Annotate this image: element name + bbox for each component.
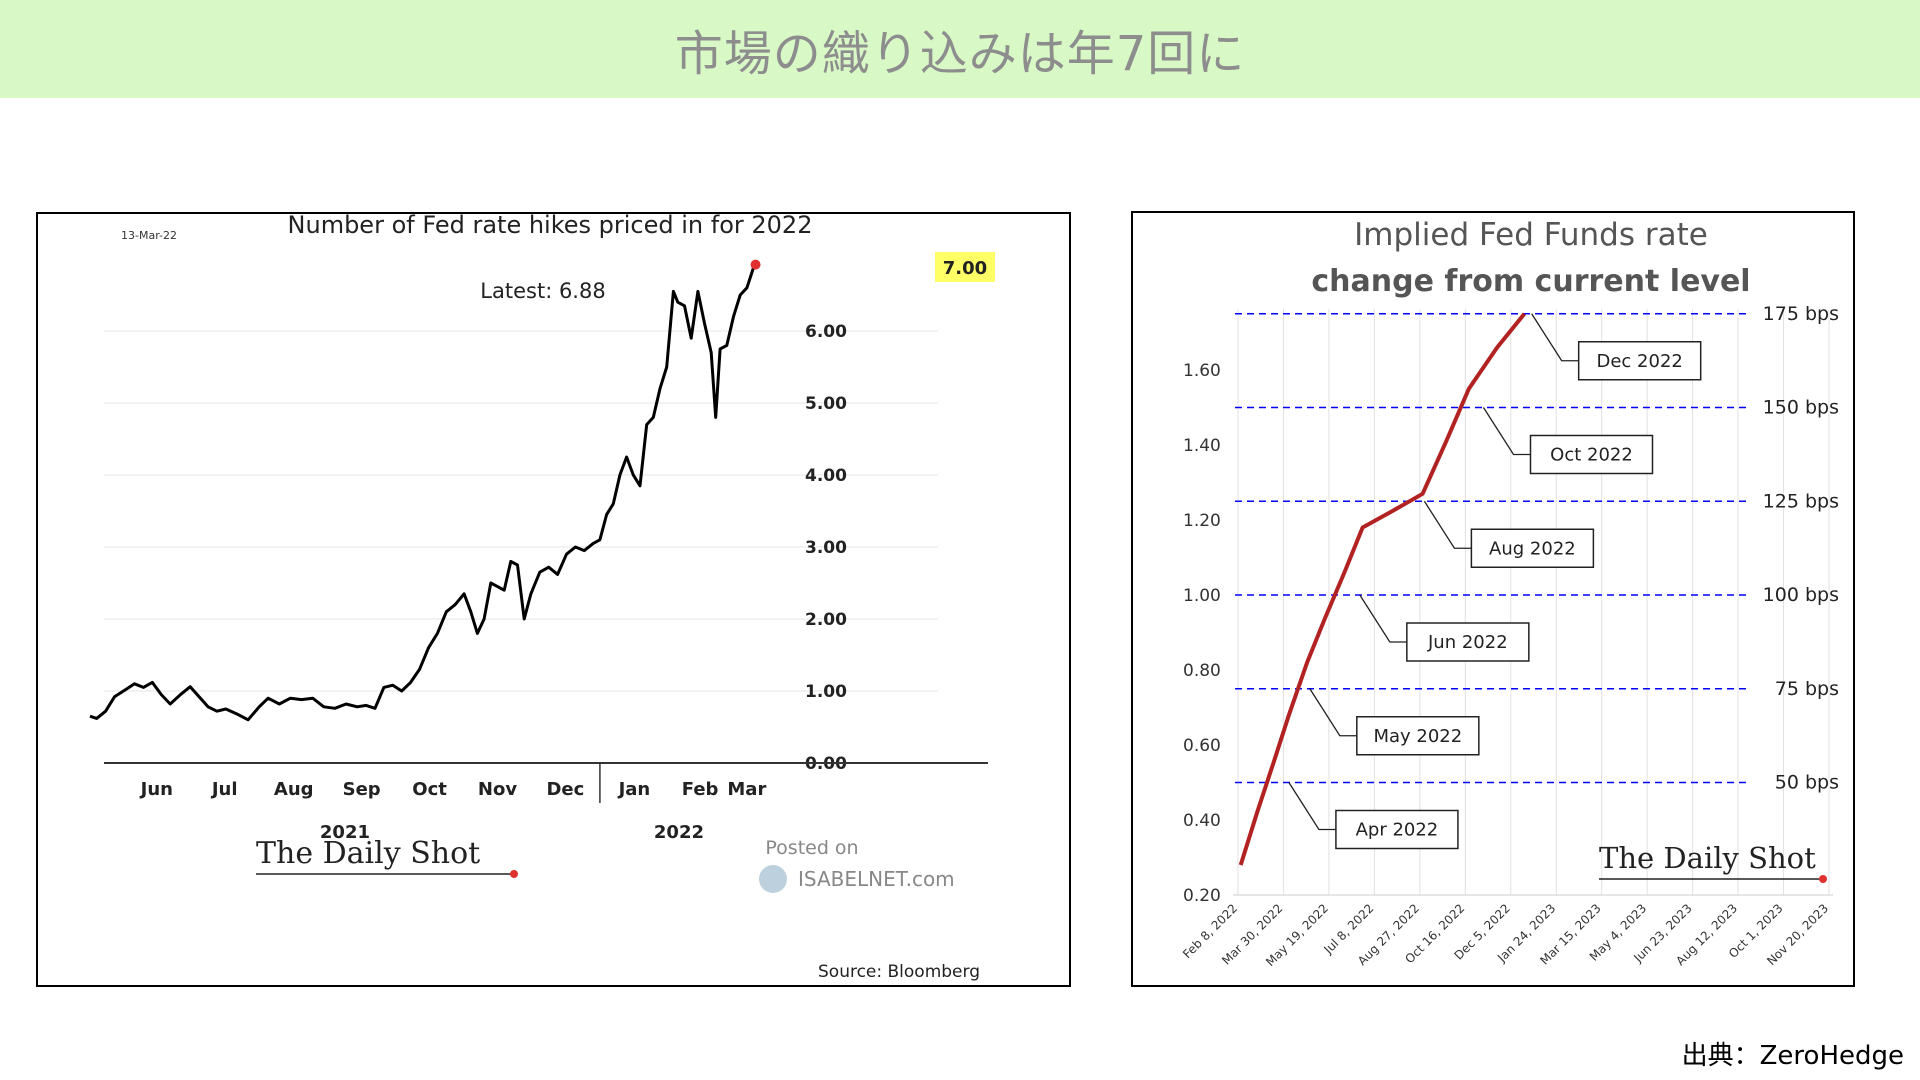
series-line [89,267,755,722]
source-label: Source: Bloomberg [818,962,980,982]
series-line [1238,312,1526,866]
y-tick-label: 2.00 [805,610,847,630]
annotation-box [1529,434,1654,475]
annotation-label: May 2022 [1373,726,1462,747]
x-tick-label: Oct [412,779,447,800]
annotation-box [1356,716,1480,756]
daily-shot-logo: The Daily Shot [1599,841,1816,875]
watermark-posted-on: Posted on [765,837,858,859]
y-tick-label: 1.60 [1183,361,1221,381]
annotation-leader [1359,594,1407,643]
y-tick-label: 0.80 [1183,661,1221,681]
x-tick-label: Aug [274,779,314,800]
y-tick-label: 6.00 [805,322,847,342]
annotation-label: Oct 2022 [1550,445,1633,466]
y-tick-label: 0.60 [1183,736,1221,756]
annotation-leader [1482,407,1531,456]
annotation-leader [1423,500,1472,549]
annotation-label: Dec 2022 [1596,351,1682,372]
x-tick-label: Mar [727,779,766,800]
reference-line-label: 50 bps [1775,772,1839,794]
annotation-label: Apr 2022 [1356,820,1439,841]
x-group-label: 2021 [320,822,370,843]
y-tick-label: 4.00 [805,466,847,486]
annotation-leader [1309,688,1357,737]
watermark-isabelnet: ISABELNET.com [798,867,955,891]
chart-title: Implied Fed Funds rate [1354,217,1708,253]
daily-shot-logo: The Daily Shot [256,836,480,871]
x-tick-label: Nov [478,779,517,800]
reference-line-label: 100 bps [1763,584,1839,606]
y-tick-label: 1.40 [1183,436,1221,456]
rate-hikes-chart: 13-Mar-22 Number of Fed rate hikes price… [89,214,995,982]
annotation-box [1406,622,1530,662]
chart-title: Number of Fed rate hikes priced in for 2… [288,214,813,239]
highlight-label: 7.00 [943,258,987,279]
x-tick-label: Jul [210,779,238,800]
fed-funds-chart: Implied Fed Funds rate change from curre… [1180,217,1839,969]
source-credit: 出典：ZeroHedge [1681,1041,1904,1071]
title-banner: 市場の織り込みは年7回に [0,0,1920,98]
reference-line-label: 175 bps [1763,303,1839,325]
logo-dot [510,870,518,878]
y-tick-label: 1.20 [1183,511,1221,531]
y-tick-label: 0.20 [1183,886,1221,906]
y-tick-label: 5.00 [805,394,847,414]
x-tick-label: Feb [682,779,719,800]
x-tick-label: Sep [343,779,381,800]
reference-line-label: 125 bps [1763,490,1839,512]
y-tick-label: 0.40 [1183,811,1221,831]
annotation-box [1335,809,1459,850]
annotation-label: Aug 2022 [1489,538,1576,559]
rate-hikes-chart-panel: 13-Mar-22 Number of Fed rate hikes price… [36,212,1071,987]
y-tick-label: 1.00 [805,682,847,702]
logo-dot [1819,875,1827,883]
annotation-box [1470,528,1595,568]
latest-annotation: Latest: 6.88 [480,279,605,303]
x-group-label: 2022 [654,822,704,843]
latest-point [750,259,761,270]
annotation-label: Jun 2022 [1427,632,1508,653]
chart-date-stamp: 13-Mar-22 [121,229,177,242]
highlight-badge [935,252,995,282]
chart-subtitle: change from current level [1311,264,1750,299]
reference-line-label: 150 bps [1763,397,1839,419]
annotation-box [1577,341,1702,381]
globe-icon [759,865,787,893]
annotation-leader [1288,782,1336,831]
x-tick-label: Jun [139,779,173,800]
fed-funds-chart-panel: Implied Fed Funds rate change from curre… [1131,211,1855,987]
y-tick-label: 1.00 [1183,586,1221,606]
annotation-leader [1531,313,1579,362]
y-tick-label: 3.00 [805,538,847,558]
page-title: 市場の織り込みは年7回に [674,26,1246,82]
reference-line-label: 75 bps [1775,678,1839,700]
x-tick-label: Jan [617,779,651,800]
x-tick-label: Dec [546,779,584,800]
